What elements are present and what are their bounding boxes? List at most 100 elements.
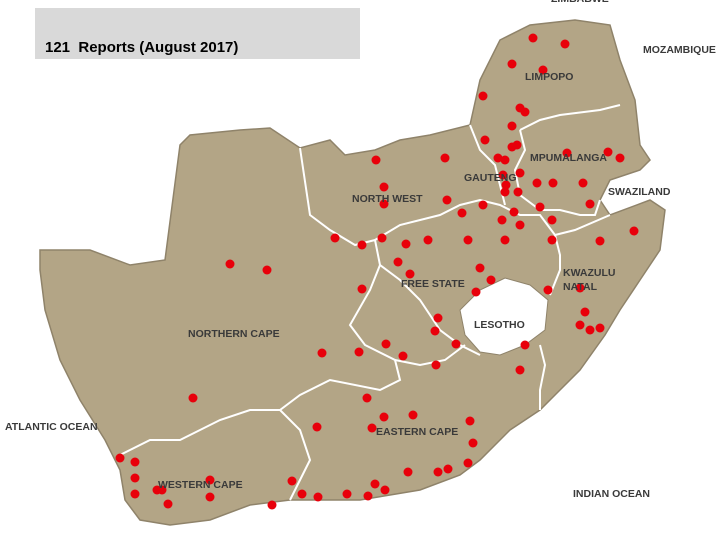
report-dot [442, 195, 452, 205]
title: 121 Reports (August 2017) [45, 39, 238, 56]
report-dot [463, 235, 473, 245]
place-label: EASTERN CAPE [376, 426, 458, 438]
report-dot [515, 220, 525, 230]
report-dot [535, 202, 545, 212]
report-dot [370, 479, 380, 489]
report-dot [363, 491, 373, 501]
report-dot [595, 236, 605, 246]
report-dot [580, 307, 590, 317]
report-dot [225, 259, 235, 269]
report-dot [443, 464, 453, 474]
report-dot [515, 365, 525, 375]
report-dot [130, 489, 140, 499]
report-dot [615, 153, 625, 163]
report-dot [562, 148, 572, 158]
report-dot [507, 59, 517, 69]
report-dot [430, 326, 440, 336]
report-dot [405, 269, 415, 279]
report-dot [379, 412, 389, 422]
report-dot [509, 207, 519, 217]
report-dot [367, 423, 377, 433]
report-dot [578, 178, 588, 188]
report-dot [381, 339, 391, 349]
report-dot [520, 107, 530, 117]
report-dot [393, 257, 403, 267]
report-dot [297, 489, 307, 499]
report-dot [471, 287, 481, 297]
report-dot [515, 168, 525, 178]
lesotho [459, 277, 549, 356]
place-label: KWAZULU [563, 267, 616, 279]
place-label: MOZAMBIQUE [643, 44, 716, 56]
title-box [35, 8, 360, 59]
report-dot [575, 283, 585, 293]
report-dot [379, 182, 389, 192]
place-label: SWAZILAND [608, 186, 671, 198]
report-dot [312, 422, 322, 432]
report-dot [262, 265, 272, 275]
place-label: ZIMBABWE [551, 0, 609, 5]
report-dot [500, 235, 510, 245]
report-dot [362, 393, 372, 403]
report-dot [371, 155, 381, 165]
report-dot [163, 499, 173, 509]
report-dot [478, 91, 488, 101]
report-markers [115, 33, 639, 510]
place-label: LIMPOPO [525, 71, 573, 83]
map-labels: ZIMBABWE MOZAMBIQUE LIMPOPO MPUMALANGA GAUTE… [5, 0, 716, 500]
report-dot [330, 233, 340, 243]
place-label: INDIAN OCEAN [573, 488, 650, 500]
report-dot [629, 226, 639, 236]
report-dot [475, 263, 485, 273]
report-dot [451, 339, 461, 349]
report-dot [512, 140, 522, 150]
place-label: LESOTHO [474, 319, 525, 331]
report-dot [357, 240, 367, 250]
report-dot [560, 39, 570, 49]
place-label: MPUMALANGA [530, 152, 607, 164]
report-dot [603, 147, 613, 157]
report-dot [497, 215, 507, 225]
place-label: NORTHERN CAPE [188, 328, 280, 340]
report-dot [507, 121, 517, 131]
report-dot [398, 351, 408, 361]
report-dot [595, 323, 605, 333]
report-dot [408, 410, 418, 420]
report-dot [585, 199, 595, 209]
report-dot [433, 467, 443, 477]
report-dot [520, 340, 530, 350]
report-dot [205, 492, 215, 502]
report-dot [457, 208, 467, 218]
report-dot [500, 155, 510, 165]
report-dot [357, 284, 367, 294]
report-dot [130, 457, 140, 467]
report-dot [486, 275, 496, 285]
report-dot [468, 438, 478, 448]
report-dot [548, 178, 558, 188]
report-dot [575, 320, 585, 330]
report-dot [493, 153, 503, 163]
report-dot [380, 485, 390, 495]
report-dot [547, 235, 557, 245]
place-label: FREE STATE [401, 278, 465, 290]
report-dot [538, 65, 548, 75]
report-dot [157, 485, 167, 495]
report-dot [313, 492, 323, 502]
report-dot [463, 458, 473, 468]
report-dot [532, 178, 542, 188]
report-dot [465, 416, 475, 426]
report-dot [480, 135, 490, 145]
report-dot [205, 475, 215, 485]
report-dot [287, 476, 297, 486]
report-dot [377, 233, 387, 243]
place-label: ATLANTIC OCEAN [5, 421, 98, 433]
report-dot [440, 153, 450, 163]
place-label: WESTERN CAPE [158, 479, 243, 491]
place-label: NORTH WEST [352, 193, 423, 205]
report-dot [498, 170, 508, 180]
report-dot [585, 325, 595, 335]
report-dot [433, 313, 443, 323]
report-dot [267, 500, 277, 510]
report-dot [317, 348, 327, 358]
